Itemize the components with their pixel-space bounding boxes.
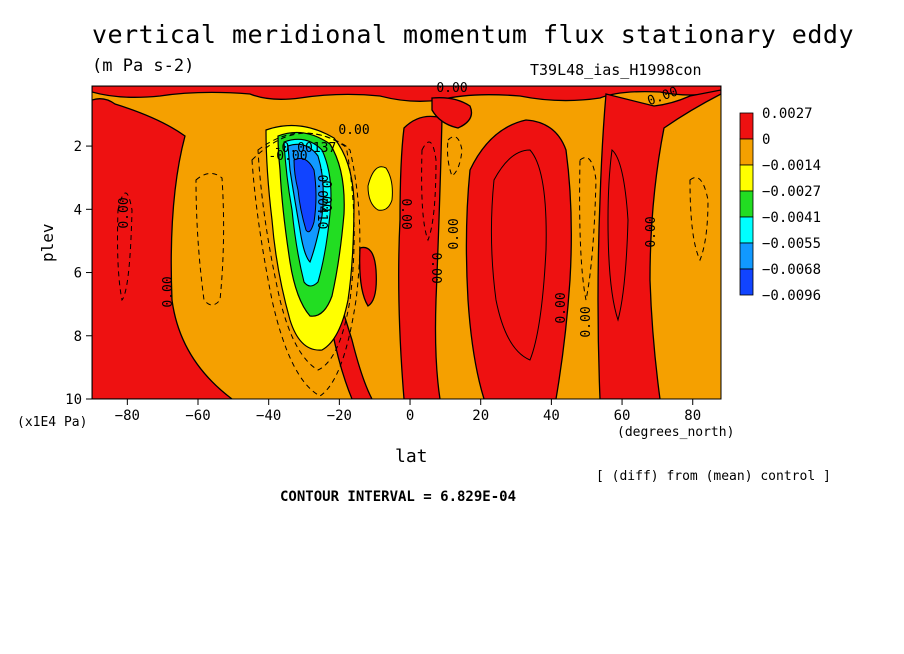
x-axis-units: (degrees_north) (617, 425, 735, 440)
negative-core-deep (293, 157, 317, 233)
y-axis: 2 4 6 8 10 (65, 139, 92, 408)
negative-region-small (367, 166, 393, 211)
x-tick-label: 20 (472, 408, 489, 424)
dashed-contour-1 (251, 132, 361, 397)
positive-region-left (92, 98, 234, 399)
positive-region-top-equator (431, 97, 473, 129)
contour-label: -0.00410 (314, 167, 329, 230)
dashed-contour-5 (421, 141, 437, 242)
contour-label: 0.00 (579, 306, 594, 337)
y-tick-label: 10 (65, 392, 82, 408)
y-tick-label: 4 (74, 202, 82, 218)
colorbar-swatch (739, 112, 754, 140)
positive-region-top (92, 86, 721, 102)
colorbar-swatch (739, 190, 754, 218)
contour-label: 0.00 (318, 180, 333, 211)
colorbar-swatch (739, 268, 754, 296)
x-tick-label: −40 (256, 408, 281, 424)
dashed-contour-7 (689, 177, 709, 262)
contour-label: 0.00 (554, 292, 569, 323)
colorbar-level-label: 0 (762, 132, 770, 148)
x-axis-label: lat (395, 446, 428, 467)
x-tick-label: 60 (614, 408, 631, 424)
chart-units: (m Pa s-2) (92, 56, 195, 76)
positive-region-north-high (597, 89, 721, 399)
dashed-contour-2 (257, 132, 355, 371)
y-tick-label: 8 (74, 329, 82, 345)
x-tick-label: 0 (406, 408, 414, 424)
contour-label: 0.00 (447, 218, 462, 249)
colorbar-level-label: −0.0014 (762, 158, 821, 174)
contour-label: 0.00 (117, 197, 132, 228)
x-axis: −80 −60 −40 −20 0 20 40 60 80 (115, 399, 701, 424)
colorbar-level-label: −0.0055 (762, 236, 821, 252)
colorbar-swatch (739, 138, 754, 166)
dashed-contour-4 (117, 192, 133, 302)
y-tick-label: 6 (74, 266, 82, 282)
contour-label: 0.00 (644, 216, 659, 247)
dashed-contour-8 (447, 136, 463, 177)
colorbar-level-label: 0.0027 (762, 106, 813, 122)
colorbar-swatch (739, 216, 754, 244)
contour-label: 0.00 (436, 81, 467, 96)
run-id: T39L48_ias_H1998con (530, 61, 702, 79)
colorbar-level-label: −0.0068 (762, 262, 821, 278)
dashed-contour-6 (579, 157, 597, 301)
colorbar-level-label: −0.0027 (762, 184, 821, 200)
colorbar: 0.0027 0 −0.0014 −0.0027 −0.0041 −0.0055 −0.00… (739, 106, 821, 304)
x-tick-label: −80 (115, 408, 140, 424)
contour-label: 0.00 (338, 123, 369, 138)
contour-label: -0.00137 (274, 141, 337, 156)
colorbar-level-label: −0.0041 (762, 210, 821, 226)
colorbar-swatch (739, 242, 754, 270)
y-axis-units: (x1E4 Pa) (17, 415, 88, 430)
x-tick-label: −20 (327, 408, 352, 424)
colorbar-level-label: −0.0096 (762, 288, 821, 304)
contour-label: 0.00 (161, 276, 176, 307)
positive-inner-contour-2 (607, 149, 629, 322)
contour-label: 0.00 (428, 252, 443, 283)
y-axis-label: plev (38, 223, 57, 262)
contour-interval: CONTOUR INTERVAL = 6.829E-04 (280, 489, 517, 505)
contour-label: 0.00 (398, 198, 413, 229)
positive-region-north-mid (465, 119, 572, 399)
colorbar-swatch (739, 164, 754, 192)
plot-frame (91, 85, 722, 400)
y-tick-label: 2 (74, 139, 82, 155)
x-tick-label: 80 (684, 408, 701, 424)
x-tick-label: 40 (543, 408, 560, 424)
chart-title: vertical meridional momentum flux statio… (92, 20, 855, 49)
positive-inner-contour-1 (490, 149, 547, 361)
x-tick-label: −60 (185, 408, 210, 424)
diff-note: [ (diff) from (mean) control ] (596, 469, 831, 484)
positive-region-lower-south (359, 246, 377, 307)
contour-label: -0.00 (268, 149, 307, 164)
